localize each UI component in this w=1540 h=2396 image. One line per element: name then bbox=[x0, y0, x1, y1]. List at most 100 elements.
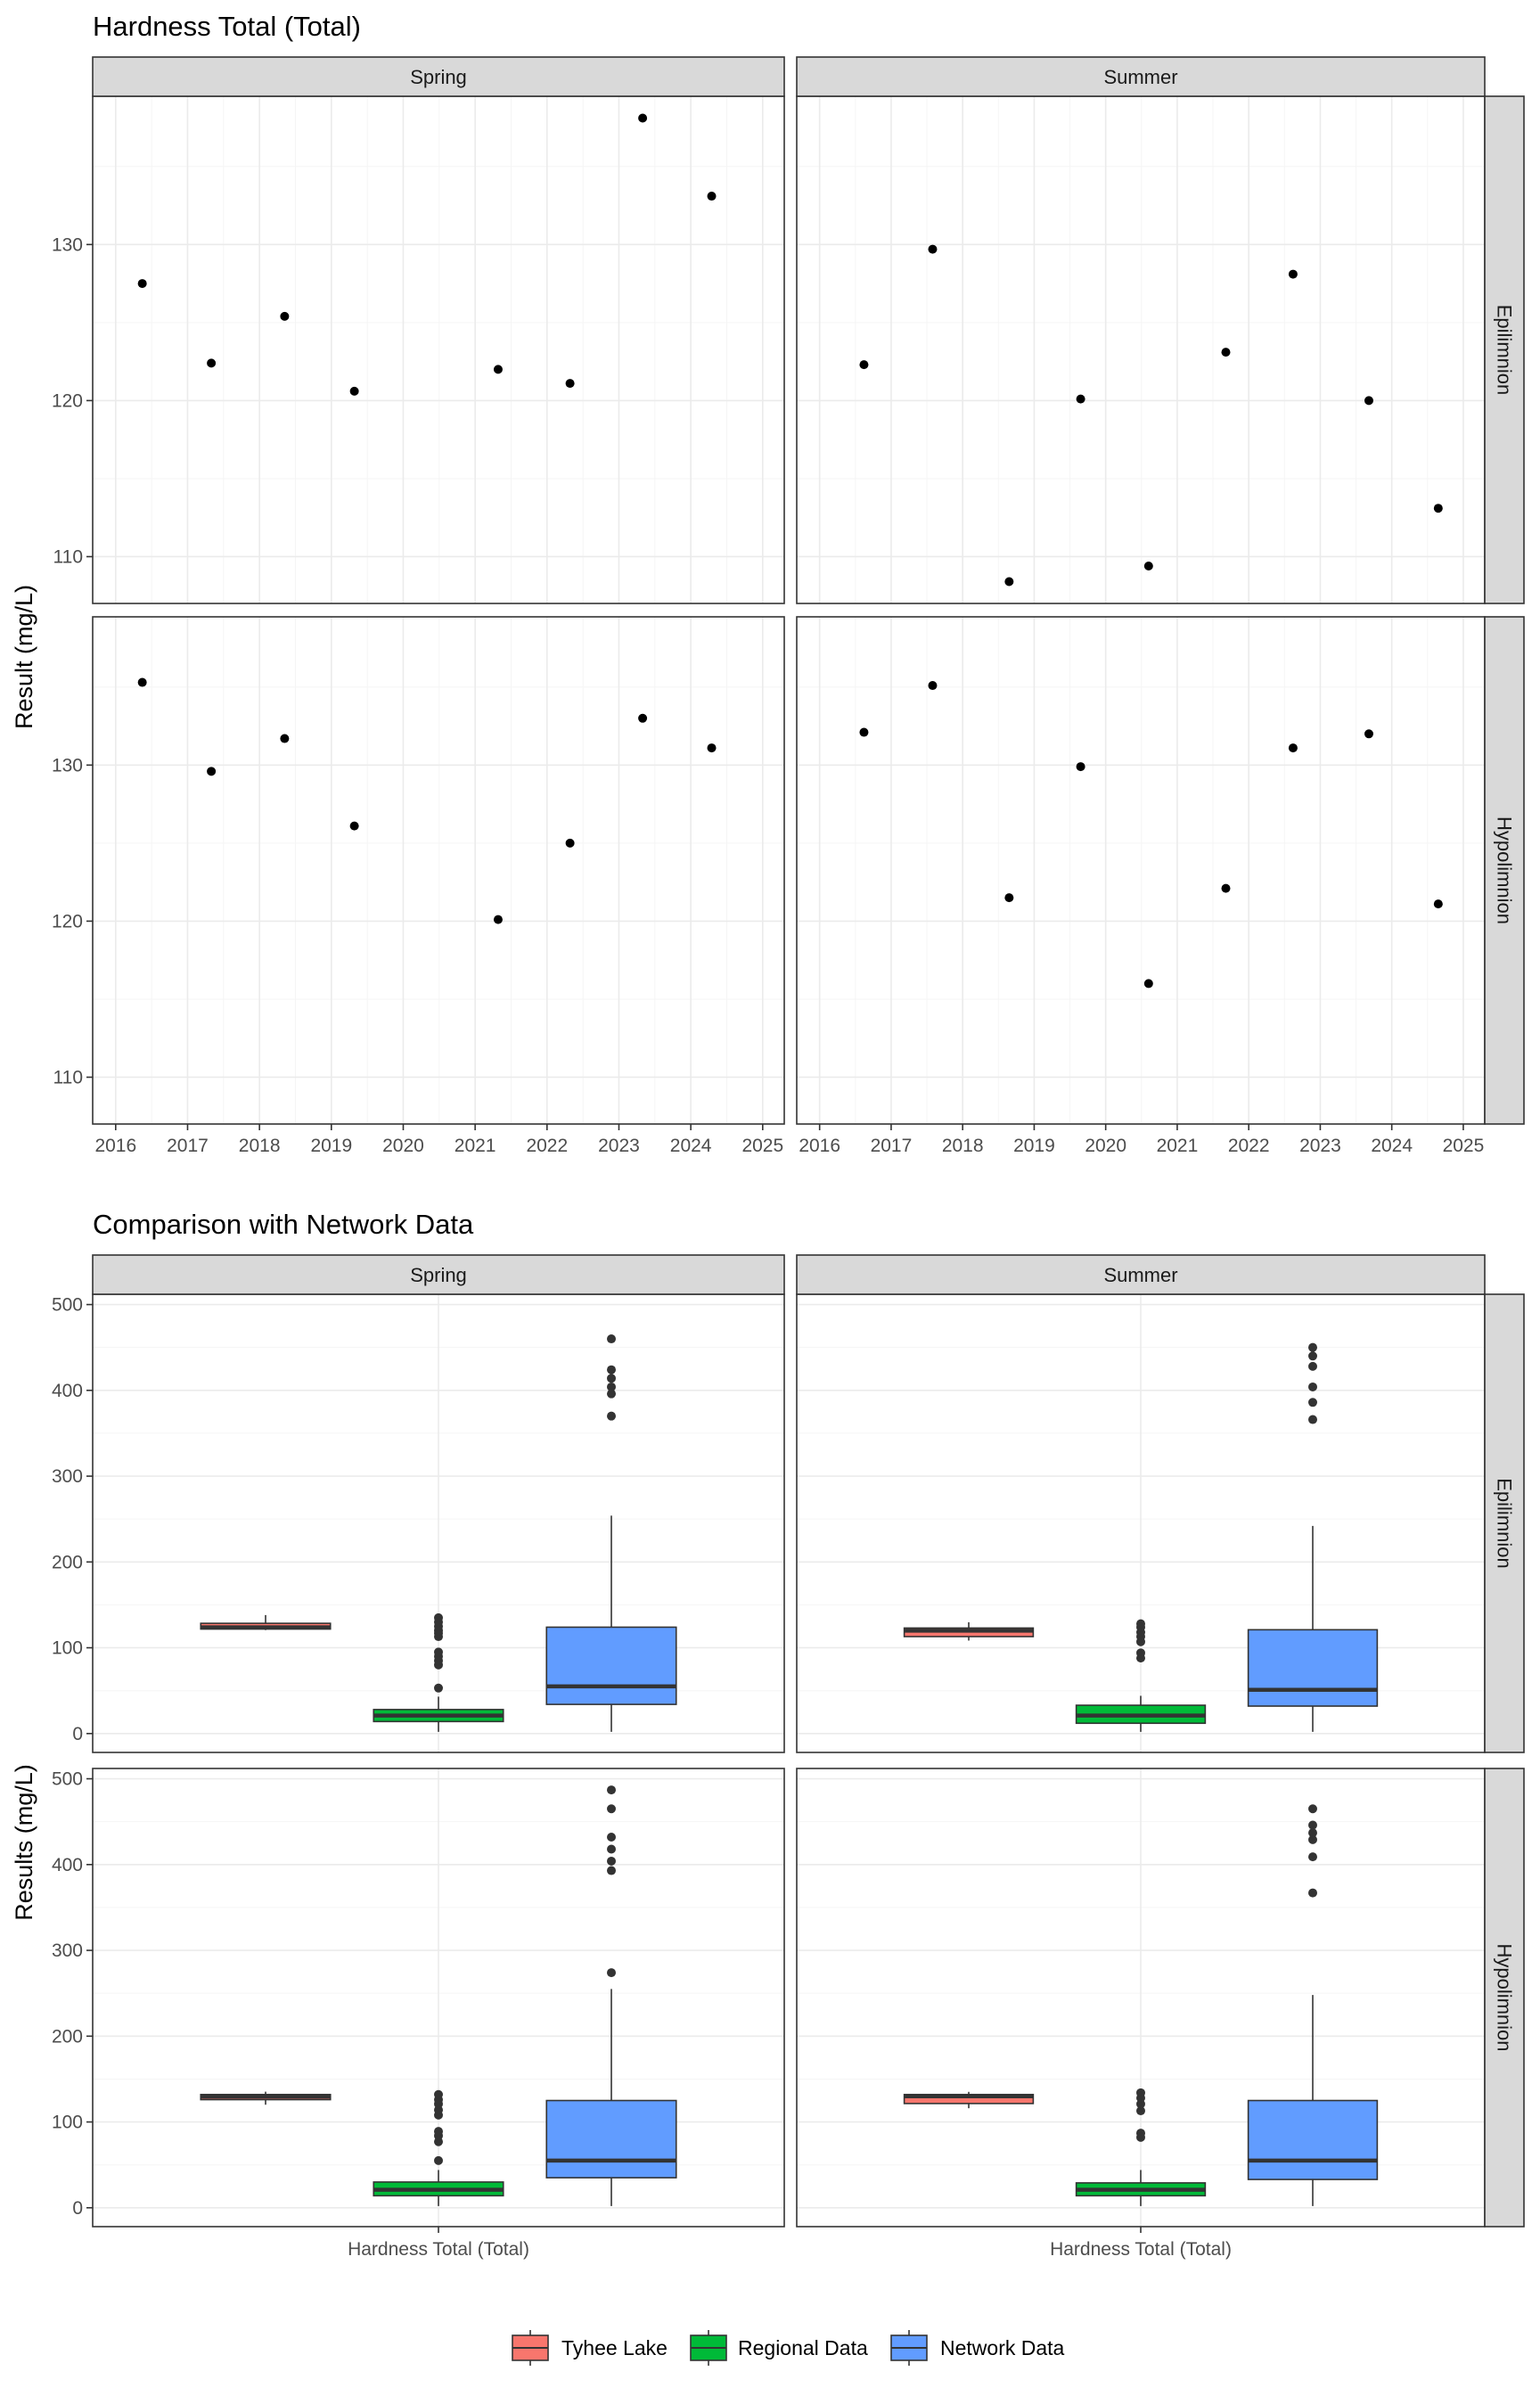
data-point bbox=[1433, 899, 1443, 909]
panel-border bbox=[92, 616, 785, 1125]
outlier-point bbox=[1308, 1804, 1317, 1814]
panel-background bbox=[93, 96, 784, 603]
x-tick-label: 2019 bbox=[310, 1136, 352, 1156]
data-point bbox=[1288, 743, 1298, 753]
outlier-point bbox=[1308, 1820, 1317, 1830]
legend-label: Tyhee Lake bbox=[561, 2336, 668, 2359]
outlier-point bbox=[1308, 1834, 1317, 1844]
outlier-point bbox=[434, 2155, 443, 2165]
outlier-point bbox=[607, 1785, 616, 1795]
box-network-data bbox=[1247, 1342, 1379, 1732]
boxplot-panel-summer-hypolimnion: Hardness Total (Total) bbox=[796, 1768, 1486, 2260]
outlier-point bbox=[1308, 1415, 1317, 1424]
x-tick-label: 2016 bbox=[94, 1136, 136, 1156]
boxplot-y-axis-title: Results (mg/L) bbox=[11, 1764, 37, 1921]
data-point bbox=[859, 360, 869, 370]
data-point bbox=[349, 821, 359, 831]
boxplot-strip-spring bbox=[92, 1254, 785, 1295]
outlier-point bbox=[607, 1866, 616, 1875]
boxplot-strip-hypolimnion bbox=[1484, 1768, 1525, 2228]
data-point bbox=[1221, 883, 1231, 893]
y-tick-label: 120 bbox=[52, 390, 83, 411]
scatter-strip-spring bbox=[92, 56, 785, 97]
boxplot-panel-summer-epilimnion bbox=[796, 1293, 1486, 1753]
data-point bbox=[859, 727, 869, 737]
x-tick-label: 2019 bbox=[1013, 1136, 1055, 1156]
x-tick-label: 2021 bbox=[455, 1136, 496, 1156]
outlier-point bbox=[1308, 1828, 1317, 1838]
x-tick-label: 2025 bbox=[1443, 1136, 1485, 1156]
box-regional-data bbox=[373, 2089, 504, 2206]
data-point bbox=[1076, 762, 1085, 772]
outlier-point bbox=[1136, 1619, 1145, 1629]
data-point bbox=[638, 113, 648, 123]
outlier-point bbox=[1308, 1382, 1317, 1391]
y-tick-label: 100 bbox=[52, 2113, 83, 2133]
box-network-data bbox=[545, 1334, 677, 1732]
y-tick-label: 110 bbox=[53, 1067, 83, 1087]
outlier-point bbox=[1308, 1361, 1317, 1371]
box-tyhee-lake bbox=[903, 2091, 1035, 2109]
scatter-strip-label: Spring bbox=[410, 66, 467, 88]
scatter-strip-label: Summer bbox=[1103, 66, 1177, 88]
x-tick-label: 2021 bbox=[1157, 1136, 1199, 1156]
boxplot-panel-spring-epilimnion: 0 100 200 300 400 500 bbox=[52, 1293, 785, 1753]
boxplot-strip-epilimnion bbox=[1484, 1293, 1525, 1753]
x-tick-label: 2017 bbox=[871, 1136, 913, 1156]
x-tick-label: 2024 bbox=[670, 1136, 712, 1156]
panel-background bbox=[93, 617, 784, 1124]
data-point bbox=[1143, 979, 1153, 989]
outlier-point bbox=[607, 1374, 616, 1383]
y-tick-label: 400 bbox=[52, 1855, 83, 1875]
data-point bbox=[207, 767, 217, 776]
outlier-point bbox=[1308, 1888, 1317, 1898]
data-point bbox=[1364, 396, 1373, 406]
scatter-y-axis-title: Result (mg/L) bbox=[11, 585, 37, 729]
data-point bbox=[928, 244, 938, 254]
data-point bbox=[1004, 577, 1014, 587]
x-tick-label: 2022 bbox=[1228, 1136, 1270, 1156]
box-body bbox=[1247, 2099, 1379, 2180]
data-point bbox=[349, 386, 359, 396]
y-tick-label: 300 bbox=[52, 1466, 83, 1487]
outlier-point bbox=[434, 1647, 443, 1657]
box-network-data bbox=[545, 1785, 677, 2206]
outlier-point bbox=[1308, 1398, 1317, 1407]
boxplot-strip-label: Spring bbox=[410, 1264, 467, 1286]
data-point bbox=[565, 379, 575, 389]
legend-label: Network Data bbox=[940, 2336, 1065, 2359]
y-tick-label: 130 bbox=[52, 234, 83, 255]
box-regional-data bbox=[1075, 2088, 1207, 2206]
y-tick-label: 110 bbox=[53, 546, 83, 567]
data-point bbox=[707, 743, 717, 753]
x-tick-label: 2020 bbox=[382, 1136, 424, 1156]
outlier-point bbox=[1136, 1648, 1145, 1658]
outlier-point bbox=[607, 1382, 616, 1391]
data-point bbox=[565, 838, 575, 848]
box-tyhee-lake bbox=[903, 1621, 1035, 1641]
box-body bbox=[545, 2099, 677, 2179]
box-regional-data bbox=[1075, 1619, 1207, 1732]
outlier-point bbox=[607, 1844, 616, 1854]
outlier-point bbox=[607, 1833, 616, 1842]
panel-background bbox=[797, 617, 1485, 1124]
x-tick-label: Hardness Total (Total) bbox=[1050, 2239, 1232, 2260]
box-body bbox=[1247, 1629, 1379, 1707]
y-tick-label: 0 bbox=[72, 1724, 83, 1744]
x-tick-label: 2016 bbox=[799, 1136, 840, 1156]
outlier-point bbox=[434, 1612, 443, 1622]
data-point bbox=[137, 677, 147, 687]
boxplot-strip-label: Summer bbox=[1103, 1264, 1177, 1286]
outlier-point bbox=[1136, 2129, 1145, 2138]
scatter-chart: Hardness Total (Total) Result (mg/L) 110… bbox=[11, 11, 1525, 1156]
legend: Tyhee Lake Regional Data Network Data bbox=[512, 2330, 1065, 2366]
boxplot-strip-summer bbox=[796, 1254, 1486, 1295]
boxplot-strip-label: Hypolimnion bbox=[1494, 1943, 1516, 2051]
scatter-strip-summer bbox=[796, 56, 1486, 97]
y-tick-label: 120 bbox=[52, 911, 83, 931]
legend-item-regional-data: Regional Data bbox=[690, 2330, 868, 2366]
x-tick-label: 2025 bbox=[741, 1136, 783, 1156]
data-point bbox=[1076, 394, 1085, 404]
y-tick-label: 400 bbox=[52, 1381, 83, 1401]
